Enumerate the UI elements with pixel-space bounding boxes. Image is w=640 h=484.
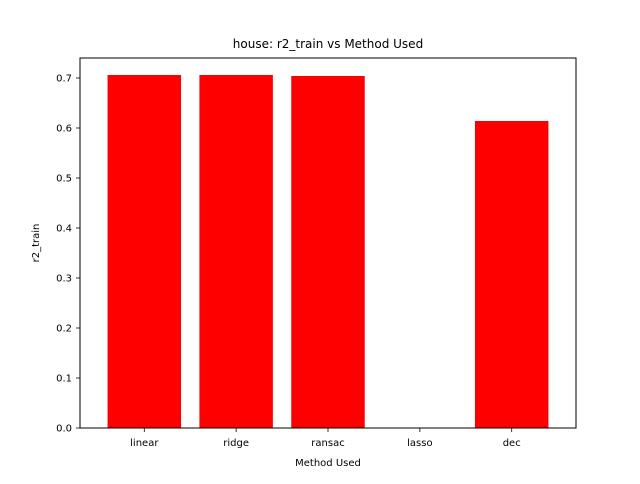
x-tick-label: lasso bbox=[407, 438, 432, 449]
y-tick-label: 0.2 bbox=[56, 324, 72, 335]
y-tick-label: 0.0 bbox=[56, 424, 72, 435]
plot-frame bbox=[79, 57, 577, 429]
y-tick-label: 0.7 bbox=[56, 74, 72, 85]
x-axis: linear ridge ransac lasso dec bbox=[130, 428, 521, 449]
bar-linear bbox=[107, 75, 182, 428]
y-tick-label: 0.5 bbox=[56, 174, 72, 185]
x-axis-title: Method Used bbox=[295, 458, 361, 469]
bar-dec bbox=[474, 121, 549, 428]
y-tick-label: 0.6 bbox=[56, 124, 72, 135]
y-tick-label: 0.1 bbox=[56, 374, 72, 385]
bar-ransac bbox=[291, 76, 365, 428]
y-tick-label: 0.3 bbox=[56, 274, 72, 285]
x-tick-label: ridge bbox=[223, 438, 249, 449]
bar-ridge bbox=[199, 75, 273, 428]
y-tick-label: 0.4 bbox=[56, 224, 72, 235]
bars-layer bbox=[107, 75, 549, 428]
y-axis: 0.0 0.1 0.2 0.3 0.4 0.5 0.6 0.7 bbox=[56, 74, 80, 435]
y-axis-title: r2_train bbox=[31, 224, 42, 263]
x-tick-label: linear bbox=[130, 438, 159, 449]
x-tick-label: ransac bbox=[311, 438, 344, 449]
chart-title: house: r2_train vs Method Used bbox=[233, 37, 423, 51]
x-tick-label: dec bbox=[503, 438, 521, 449]
